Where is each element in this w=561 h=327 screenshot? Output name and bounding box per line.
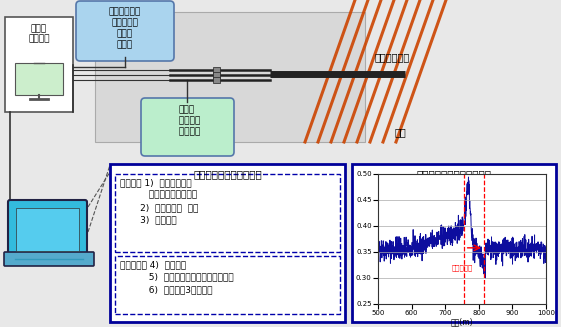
Text: トンネルナビのパラメータ: トンネルナビのパラメータ	[416, 169, 491, 179]
Bar	[5, 17, 73, 112]
Bar	[95, 12, 365, 142]
Text: ノンコア削孔: ノンコア削孔	[375, 52, 410, 62]
Bar	[213, 77, 220, 83]
FancyBboxPatch shape	[4, 252, 94, 266]
Bar	[110, 164, 345, 322]
Text: 油量計
  削孔距離
  削孔速度: 油量計 削孔距離 削孔速度	[173, 105, 201, 136]
Text: 弱層: 弱層	[394, 127, 406, 137]
Bar	[115, 174, 340, 252]
Bar	[15, 63, 63, 95]
Text: トンネルナビの機能一覧: トンネルナビの機能一覧	[193, 169, 262, 179]
Text: オプション 4)  湧水特性
          5)  膨張性、押出し性地山の判定
          6)  破砕帯の3次元分布: オプション 4) 湧水特性 5) 膨張性、押出し性地山の判定 6) 破砕帯の3次…	[120, 260, 233, 294]
Bar	[213, 72, 220, 78]
Bar	[115, 256, 340, 314]
FancyBboxPatch shape	[141, 98, 234, 156]
Text: データ
レコーダ: データ レコーダ	[28, 24, 50, 43]
Text: 基本機能 1)  断層破砕帯、
          風化・変質帯の検出
       2)  地山の硬軟  判定
       3)  地山分類: 基本機能 1) 断層破砕帯、 風化・変質帯の検出 2) 地山の硬軟 判定 3) …	[120, 178, 199, 225]
Text: 油圧センサー
フィード圧
回転数
打撃圧: 油圧センサー フィード圧 回転数 打撃圧	[109, 7, 141, 49]
FancyBboxPatch shape	[76, 1, 174, 61]
Bar	[213, 67, 220, 73]
Bar	[16, 208, 79, 251]
Bar	[352, 164, 556, 322]
X-axis label: 距離(m): 距離(m)	[450, 318, 473, 327]
Text: 断層破砕帯: 断層破砕帯	[452, 264, 473, 270]
FancyBboxPatch shape	[8, 200, 87, 259]
